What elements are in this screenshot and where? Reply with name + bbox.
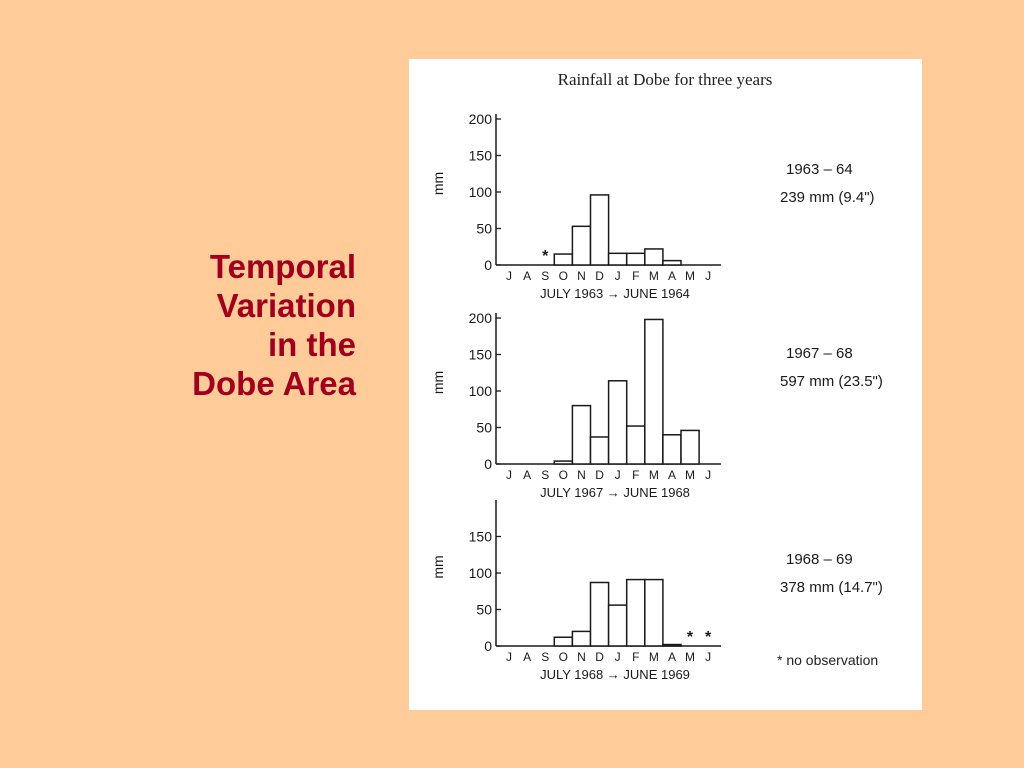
y-tick-label: 150 — [469, 148, 493, 164]
month-label: J — [615, 468, 621, 482]
month-label: N — [577, 650, 586, 664]
period-annotation: 1967 – 68 — [786, 345, 853, 362]
month-label: J — [506, 468, 512, 482]
y-tick-label: 100 — [469, 184, 493, 200]
month-label: J — [506, 269, 512, 283]
month-label: N — [577, 269, 586, 283]
y-tick-label: 50 — [476, 602, 492, 618]
bar — [571, 630, 592, 647]
total-annotation: 378 mm (14.7") — [780, 579, 883, 596]
no-observation-marker: * — [542, 248, 549, 265]
no-observation-marker: * — [687, 629, 694, 646]
y-tick-label: 0 — [484, 456, 492, 472]
bar — [644, 578, 664, 647]
bar — [553, 460, 574, 465]
month-label: S — [541, 269, 549, 283]
y-tick-label: 100 — [469, 565, 493, 581]
y-tick-label: 150 — [469, 529, 493, 545]
month-label: S — [541, 650, 549, 664]
y-tick-label: 50 — [476, 221, 492, 237]
month-label: M — [685, 468, 695, 482]
month-label: F — [632, 468, 639, 482]
y-tick-label: 100 — [469, 383, 493, 399]
bar — [662, 434, 682, 465]
bar — [662, 259, 682, 266]
month-label: D — [595, 468, 604, 482]
month-label: A — [668, 650, 676, 664]
x-axis-label: JULY 1968 → JUNE 1969 — [540, 667, 690, 682]
bar — [625, 425, 646, 465]
month-label: J — [705, 468, 711, 482]
y-tick-label: 50 — [476, 420, 492, 436]
y-tick-label: 200 — [469, 310, 493, 326]
bar — [644, 318, 664, 465]
month-label: D — [595, 650, 604, 664]
month-label: J — [615, 650, 621, 664]
bar — [625, 252, 646, 266]
month-label: M — [685, 650, 695, 664]
title-line: Variation — [216, 286, 356, 324]
bar — [662, 643, 682, 647]
month-label: F — [632, 269, 639, 283]
y-axis-label: mm — [430, 371, 446, 394]
bar — [607, 604, 628, 647]
figure-title: Rainfall at Dobe for three years — [558, 70, 773, 89]
month-label: J — [506, 650, 512, 664]
title-line: Dobe Area — [192, 364, 356, 402]
x-axis-label: JULY 1967 → JUNE 1968 — [540, 485, 690, 500]
bar — [589, 436, 610, 465]
month-label: N — [577, 468, 586, 482]
month-label: M — [649, 650, 659, 664]
month-label: O — [559, 650, 568, 664]
month-label: M — [649, 468, 659, 482]
bar — [553, 636, 574, 647]
period-annotation: 1963 – 64 — [786, 161, 853, 178]
bar — [680, 429, 700, 465]
total-annotation: 239 mm (9.4") — [780, 189, 875, 206]
bar — [607, 252, 628, 266]
month-label: S — [541, 468, 549, 482]
y-tick-label: 150 — [469, 347, 493, 363]
slide-title: Temporal Variation in the Dobe Area — [100, 248, 356, 404]
rainfall-charts-svg: Rainfall at Dobe for three years * no ob… — [430, 70, 883, 682]
y-axis-label: mm — [430, 172, 446, 195]
bar — [589, 194, 610, 266]
month-label: A — [523, 269, 531, 283]
period-annotation: 1968 – 69 — [786, 551, 853, 568]
y-tick-label: 0 — [484, 638, 492, 654]
no-observation-marker: * — [705, 629, 712, 646]
month-label: D — [595, 269, 604, 283]
month-label: F — [632, 650, 639, 664]
rainfall-figure: Rainfall at Dobe for three years * no ob… — [409, 59, 922, 710]
month-label: A — [668, 468, 676, 482]
y-tick-label: 200 — [469, 111, 493, 127]
title-line: Temporal — [209, 248, 356, 285]
bar — [589, 581, 610, 647]
total-annotation: 597 mm (23.5") — [780, 373, 883, 390]
title-line: in the — [268, 325, 356, 363]
month-label: M — [649, 269, 659, 283]
month-label: J — [705, 269, 711, 283]
y-tick-label: 0 — [484, 257, 492, 273]
month-label: A — [668, 269, 676, 283]
x-axis-label: JULY 1963 → JUNE 1964 — [540, 286, 690, 301]
month-label: J — [615, 269, 621, 283]
bar — [644, 248, 664, 266]
bar — [607, 380, 628, 465]
month-label: A — [523, 468, 531, 482]
month-label: A — [523, 650, 531, 664]
bar — [553, 253, 574, 266]
bar — [571, 225, 592, 266]
no-observation-note: * no observation — [777, 652, 878, 668]
y-axis-label: mm — [430, 555, 446, 578]
month-label: O — [559, 468, 568, 482]
month-label: O — [559, 269, 568, 283]
bar — [571, 404, 592, 465]
month-label: J — [705, 650, 711, 664]
bar — [625, 578, 646, 647]
month-label: M — [685, 269, 695, 283]
